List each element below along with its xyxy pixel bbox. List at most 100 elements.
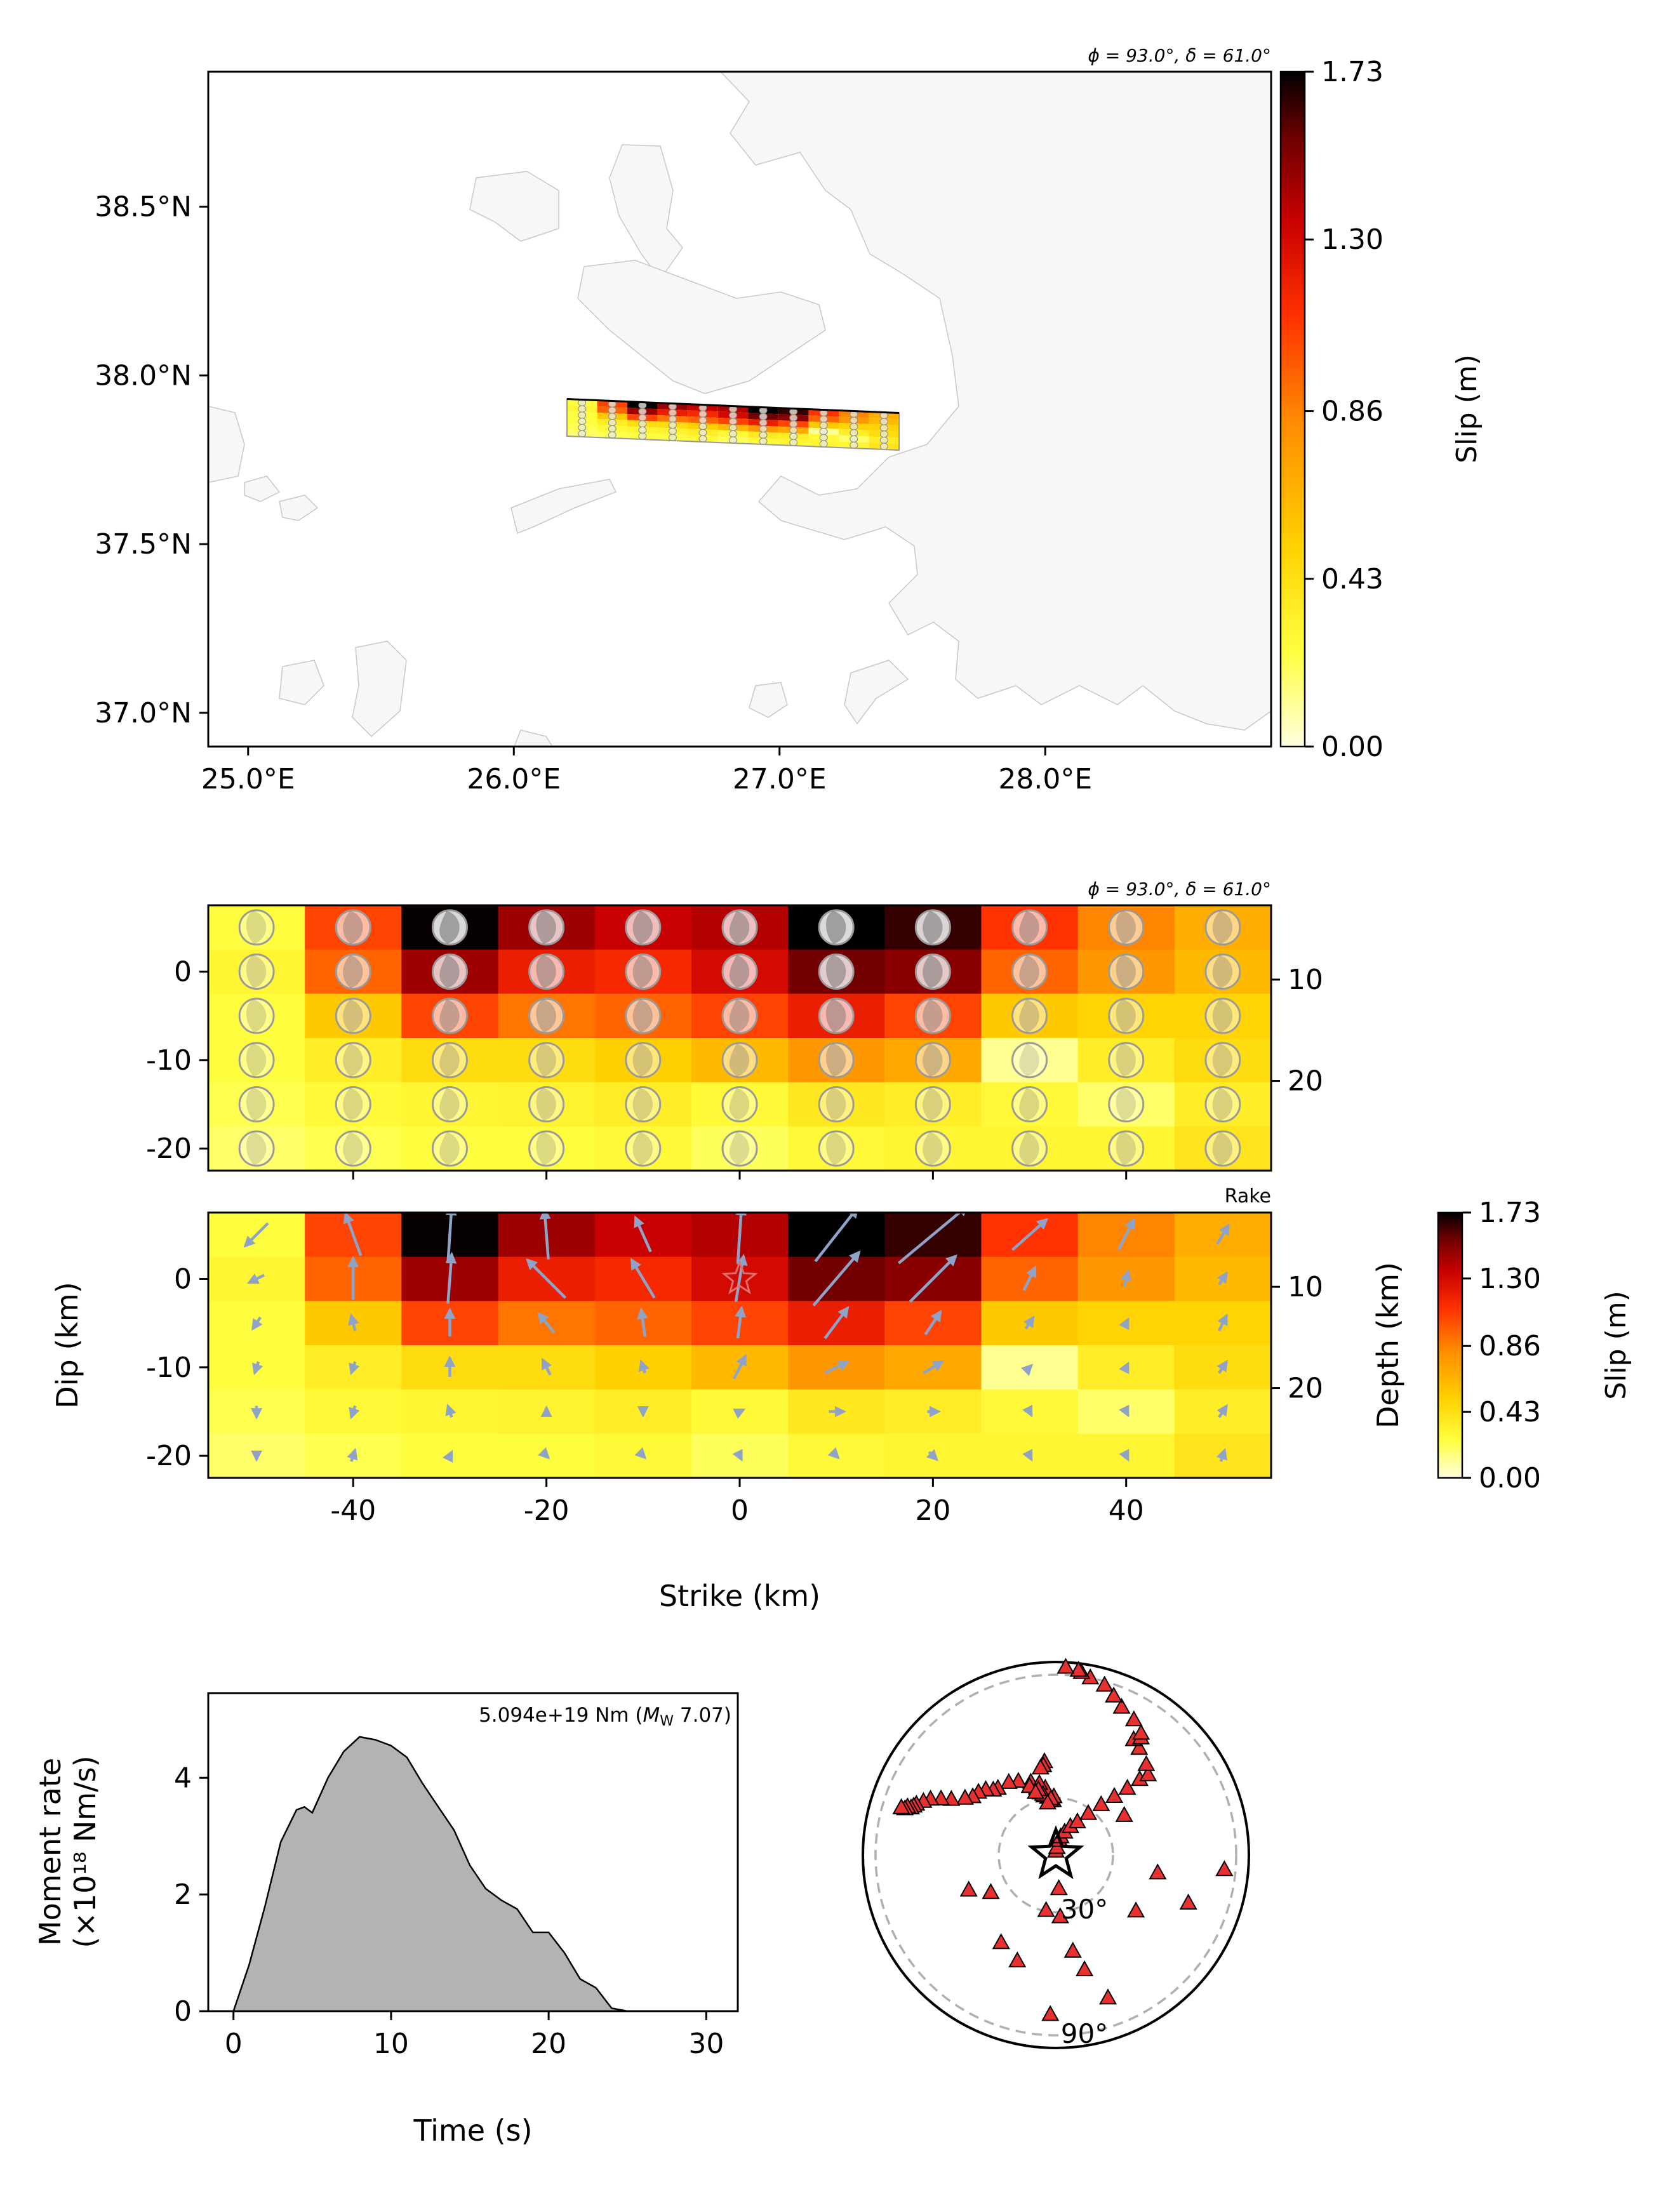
beachball-outline: [625, 909, 662, 946]
beachball-quadrant: [1212, 1132, 1233, 1166]
land-bodrum: [844, 660, 909, 725]
beachball: [528, 1042, 565, 1079]
station-triangle: [956, 1788, 975, 1805]
map-fault-plane: [566, 398, 900, 451]
map-fault-beachball: [879, 442, 888, 450]
beachball: [335, 1086, 371, 1122]
land-left-coast: [208, 406, 245, 483]
beachball-outline: [625, 954, 662, 990]
slip-cell: [788, 1082, 885, 1127]
map-fault-beachball: [819, 415, 828, 423]
station-triangle: [1050, 1879, 1068, 1896]
map-fault-beachball: [759, 419, 768, 427]
beachball-outline: [721, 954, 758, 990]
beachball-outline: [625, 997, 662, 1034]
beachball-quadrant: [536, 1043, 556, 1077]
ring-label-90: 90°: [1061, 2018, 1108, 2049]
beachball-outline: [625, 1130, 662, 1167]
map-ticks: 25.0°E 26.0°E 27.0°E 28.0°E 37.0°N 37.5°N 38.0…: [95, 191, 1092, 795]
rake-arrow: [1215, 1223, 1230, 1245]
rake-arrow: [442, 1449, 453, 1463]
map-fault-beachball: [850, 435, 858, 442]
time-tick-label: 30: [688, 2028, 724, 2060]
beachball: [721, 997, 758, 1034]
ts-ylabel-line2: (×10¹⁸ Nm/s): [68, 1755, 102, 1948]
beachball-quadrant: [923, 1087, 943, 1121]
p3-colorbar-ticks: 0.00 0.43 0.86 1.30 1.73: [1462, 1197, 1541, 1494]
beachball-outline: [721, 997, 758, 1034]
rake-arrow: [1022, 1449, 1033, 1462]
beachball-quadrant: [246, 1087, 267, 1121]
rake-arrow: [1117, 1217, 1135, 1251]
depth-tick-label: 10: [1288, 964, 1323, 996]
beachball-quadrant: [923, 1043, 943, 1077]
map-colorbar-gradient: [1279, 70, 1306, 748]
beachball: [914, 1130, 951, 1167]
rake-arrow: [243, 1222, 269, 1248]
slip-cell: [208, 949, 305, 994]
ts-axes-frame: [207, 1692, 739, 2012]
map-fault-top-edge: [566, 398, 900, 415]
map-colorbar-label: Slip (m): [1451, 354, 1483, 463]
rake-arrow: [252, 1361, 263, 1376]
beachball: [914, 997, 951, 1034]
station-triangle: [1092, 1795, 1110, 1811]
map-fault-beachball: [850, 429, 858, 437]
beachball: [238, 954, 275, 990]
hypocenter-star: [721, 1260, 758, 1294]
beachball: [431, 909, 468, 946]
map-fault-beachball: [759, 431, 768, 439]
beachball-outline: [625, 1086, 662, 1122]
dip-tick-label: -20: [146, 1440, 192, 1472]
colorbar-tick-label: 1.73: [1479, 1197, 1541, 1229]
beachball-quadrant: [1212, 955, 1233, 988]
map-colorbar: 0.00 0.43 0.86 1.30 1.73 Slip (m): [1279, 56, 1483, 763]
station-triangle: [1026, 1783, 1045, 1799]
map-fault-beachball: [608, 425, 617, 432]
beachball-quadrant: [825, 1087, 846, 1121]
beachball-outline: [914, 1042, 951, 1079]
p3-rake-arrows: [243, 1213, 1230, 1463]
beachball-quadrant: [825, 1132, 846, 1166]
beachball-outline: [335, 1130, 371, 1167]
slip-cell: [691, 1126, 789, 1171]
beachball-outline: [1011, 954, 1048, 990]
beachball-quadrant: [1019, 1132, 1039, 1166]
beachball-outline: [1108, 997, 1145, 1034]
map-fault-beachball: [729, 436, 738, 444]
beachball-quadrant: [825, 1043, 846, 1077]
rake-arrow: [634, 1215, 652, 1253]
beachball-quadrant: [1212, 999, 1233, 1033]
beachball: [1011, 1086, 1048, 1122]
beachball: [431, 1042, 468, 1079]
beachball-outline: [528, 1086, 565, 1122]
colorbar-tick-label: 0.43: [1479, 1396, 1541, 1428]
slip-cell: [594, 1082, 692, 1127]
beachball-quadrant: [1019, 999, 1039, 1033]
beachball-quadrant: [923, 999, 943, 1033]
station-triangle: [1149, 1863, 1167, 1880]
beachball-outline: [721, 909, 758, 946]
map-axes-frame: [207, 70, 1272, 748]
rake-arrow: [630, 1258, 656, 1299]
rake-arrow: [732, 1449, 743, 1462]
beachball: [818, 1086, 855, 1122]
beachball-quadrant: [1116, 1087, 1136, 1121]
station-triangle: [1037, 1901, 1055, 1917]
land-lesvos: [469, 171, 559, 242]
beachball-quadrant: [439, 1043, 460, 1077]
map-fault-beachball: [668, 434, 677, 441]
map-fault-beachball: [608, 406, 617, 414]
strike-tick-label: 20: [915, 1494, 950, 1527]
map-fault-beachball: [638, 420, 647, 428]
map-fault-beachball: [668, 427, 677, 435]
beachball-quadrant: [729, 999, 750, 1033]
rake-arrow: [246, 1273, 265, 1284]
map-fault-beachball: [729, 418, 738, 425]
beachball: [431, 1130, 468, 1167]
beachball-quadrant: [632, 1043, 653, 1077]
slip-cell: [1077, 1038, 1175, 1083]
station-triangle: [1112, 1698, 1131, 1714]
beachball-quadrant: [246, 1132, 267, 1166]
rake-arrow: [732, 1353, 747, 1380]
